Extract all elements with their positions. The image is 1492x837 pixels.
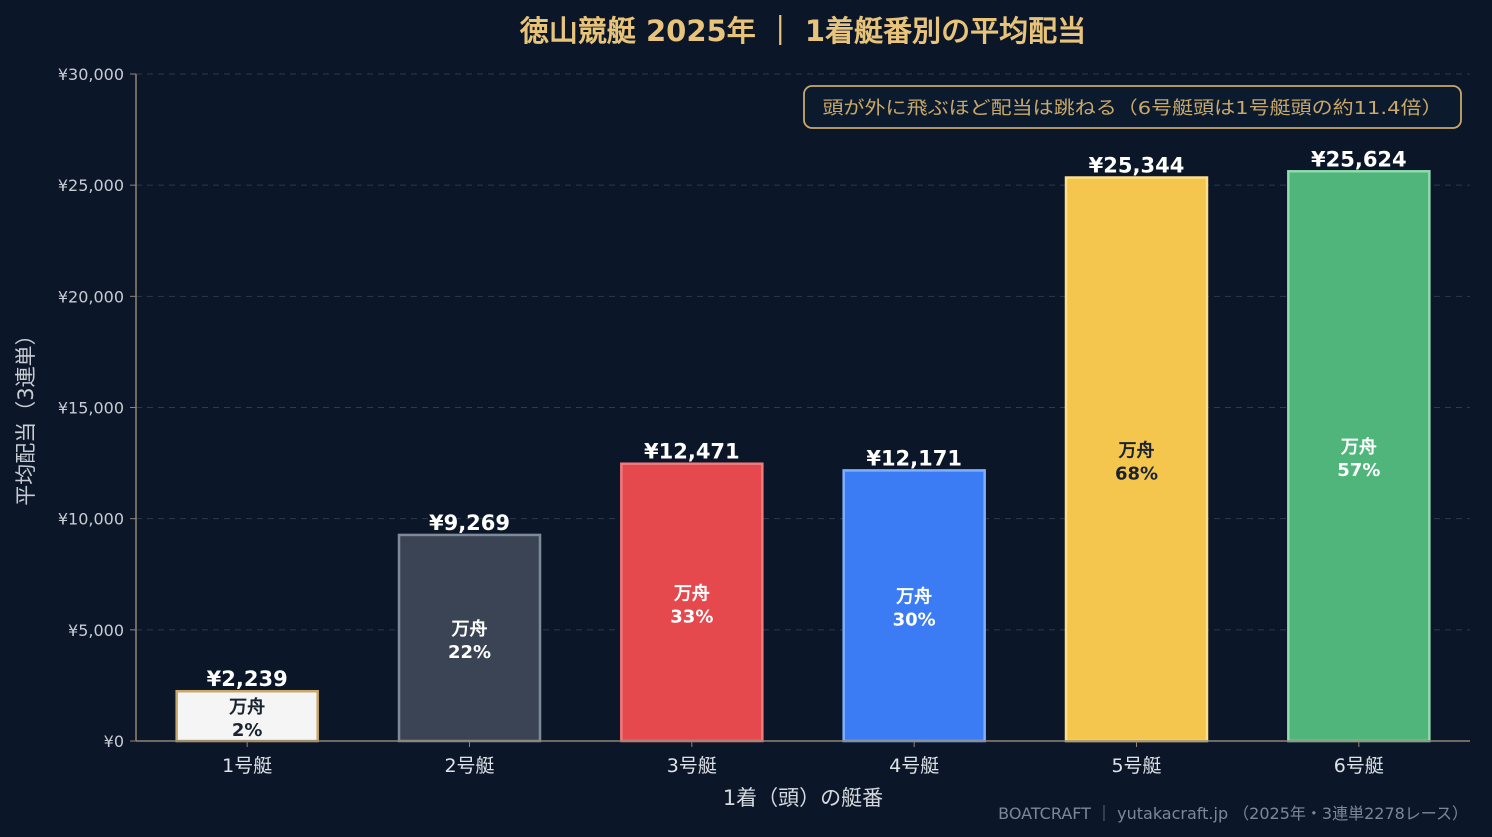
y-tick-label: ¥25,000 <box>58 176 124 195</box>
bars: ¥2,239万舟2%¥9,269万舟22%¥12,471万舟33%¥12,171… <box>175 147 1431 743</box>
manshu-rate: 22% <box>448 642 491 663</box>
x-tick-label: 5号艇 <box>1111 755 1161 777</box>
y-tick-label: ¥0 <box>104 732 124 751</box>
bar-group: ¥2,239 万舟2% <box>175 667 319 743</box>
bar <box>1064 176 1209 743</box>
manshu-label: 万舟 <box>895 586 932 608</box>
manshu-label: 万舟 <box>1340 436 1377 458</box>
x-tick-label: 1号艇 <box>222 755 272 777</box>
manshu-rate: 57% <box>1337 460 1380 481</box>
x-tick-label: 4号艇 <box>889 755 939 777</box>
bar <box>1287 170 1431 743</box>
bar-value-label: ¥25,344 <box>1089 154 1185 178</box>
bar <box>842 469 986 743</box>
manshu-label: 万舟 <box>228 696 265 718</box>
x-axis-label: 1着（頭）の艇番 <box>723 786 883 810</box>
annotation-frame <box>803 85 1462 129</box>
manshu-rate: 33% <box>670 606 713 627</box>
manshu-rate: 30% <box>893 610 936 631</box>
y-axis-ticks: ¥0 ¥5,000 ¥10,000 ¥15,000 ¥20,000 ¥25,000 ¥30,… <box>58 65 136 751</box>
x-tick-label: 2号艇 <box>444 755 494 777</box>
footer-credit: BOATCRAFT ｜ yutakacraft.jp （2025年・3連単227… <box>998 804 1468 823</box>
bar <box>620 462 764 743</box>
bar <box>397 533 542 743</box>
manshu-label: 万舟 <box>451 618 488 640</box>
y-tick-label: ¥5,000 <box>68 621 124 640</box>
y-tick-label: ¥20,000 <box>58 287 124 306</box>
manshu-rate: 2% <box>232 720 263 741</box>
manshu-label: 万舟 <box>1118 439 1155 461</box>
bar-value-label: ¥12,471 <box>644 440 740 464</box>
bar <box>175 689 319 743</box>
annotation-box: 頭が外に飛ぶほど配当は跳ねる（6号艇頭は1号艇頭の約11.4倍） <box>803 85 1462 129</box>
x-axis-ticks: 1号艇 2号艇 3号艇 4号艇 5号艇 6号艇 <box>222 741 1384 777</box>
x-tick-label: 3号艇 <box>667 755 717 777</box>
bar-value-label: ¥25,624 <box>1311 147 1407 171</box>
y-tick-label: ¥30,000 <box>58 65 124 84</box>
x-tick-label: 6号艇 <box>1334 755 1384 777</box>
y-axis-label: 平均配当（3連単） <box>14 324 38 505</box>
y-tick-label: ¥10,000 <box>58 510 124 529</box>
manshu-rate: 68% <box>1115 463 1158 484</box>
chart-title: 徳山競艇 2025年 ｜ 1着艇番別の平均配当 <box>519 14 1086 48</box>
bar-value-label: ¥2,239 <box>207 667 288 691</box>
grid-lines <box>136 73 1470 631</box>
bar-value-label: ¥12,171 <box>866 446 962 470</box>
y-tick-label: ¥15,000 <box>58 399 124 418</box>
manshu-label: 万舟 <box>673 582 710 604</box>
annotation-text: 頭が外に飛ぶほど配当は跳ねる（6号艇頭は1号艇頭の約11.4倍） <box>823 98 1443 119</box>
bar-value-label: ¥9,269 <box>429 511 510 535</box>
